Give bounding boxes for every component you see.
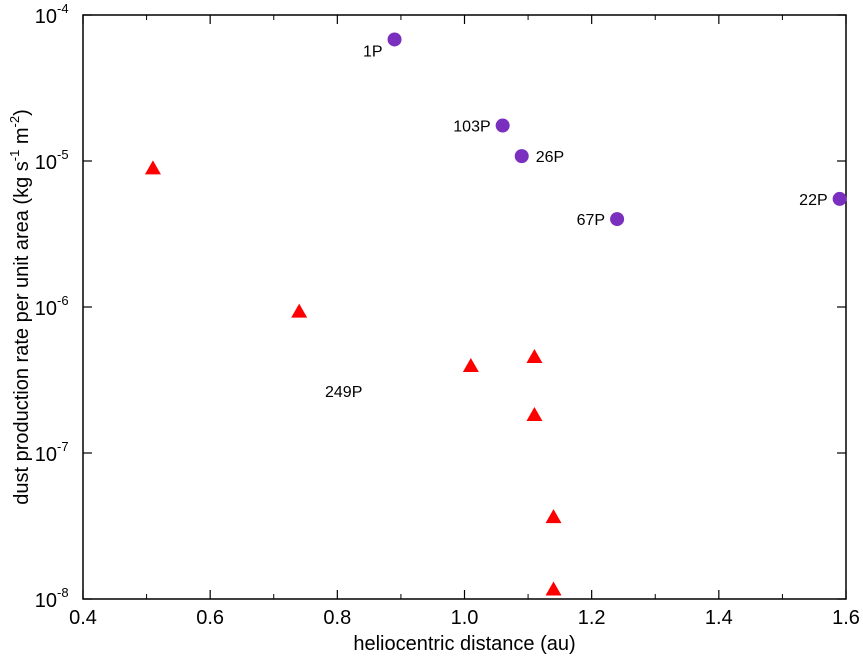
triangle-marker [291, 303, 308, 318]
x-tick-label: 0.8 [323, 607, 351, 629]
y-tick-label: 10 [35, 6, 57, 28]
x-axis-title: heliocentric distance (au) [353, 633, 575, 655]
y-tick-label: 10 [35, 152, 57, 174]
y-tick-label: 10 [35, 590, 57, 612]
point-label: 26P [536, 149, 564, 166]
point-label: 1P [363, 43, 383, 60]
point-labels: 1P 103P 26P 67P 22P 249P [325, 43, 828, 401]
triangle-marker [144, 160, 161, 175]
triangle-marker [526, 348, 543, 363]
triangle-marker [545, 509, 562, 524]
plot-frame [82, 14, 847, 600]
y-axis-title-exp1: -1 [7, 150, 22, 162]
y-tick-exponent: -8 [57, 585, 69, 600]
x-tick-label: 1.6 [832, 607, 860, 629]
circle-marker [610, 212, 625, 227]
x-tick-label: 1.0 [451, 607, 479, 629]
point-label: 103P [453, 119, 490, 136]
y-axis-title-part1: dust production rate per unit area (kg s [11, 161, 33, 505]
x-tick-label: 0.4 [69, 607, 97, 629]
x-tick-label: 0.6 [196, 607, 224, 629]
data-marks [144, 32, 847, 596]
point-label: 67P [577, 212, 605, 229]
y-axis-title-part3: ) [11, 109, 33, 116]
y-tick-exponent: -5 [57, 147, 69, 162]
y-tick-label: 10 [35, 298, 57, 320]
y-axis-title: dust production rate per unit area (kg s… [7, 109, 33, 505]
triangle-marker [526, 407, 543, 422]
point-label: 22P [799, 192, 827, 209]
axis-ticks: 0.4 0.6 0.8 1.0 1.2 1.4 1.610-810-710-610 -510-… [35, 1, 860, 629]
x-tick-label: 1.2 [578, 607, 606, 629]
x-tick-label: 1.4 [705, 607, 733, 629]
y-tick-label: 10 [35, 444, 57, 466]
circle-marker [832, 191, 847, 206]
circle-marker [387, 32, 402, 47]
y-tick-exponent: -4 [57, 1, 69, 16]
y-axis-title-part2: m [11, 127, 33, 149]
y-axis-title-exp2: -2 [7, 116, 22, 128]
circle-marker [514, 149, 529, 164]
y-tick-exponent: -7 [57, 439, 69, 454]
circle-marker [495, 118, 510, 133]
triangle-marker [545, 581, 562, 596]
triangle-marker [462, 358, 479, 373]
y-tick-exponent: -6 [57, 293, 69, 308]
annotation-label: 249P [325, 384, 362, 401]
